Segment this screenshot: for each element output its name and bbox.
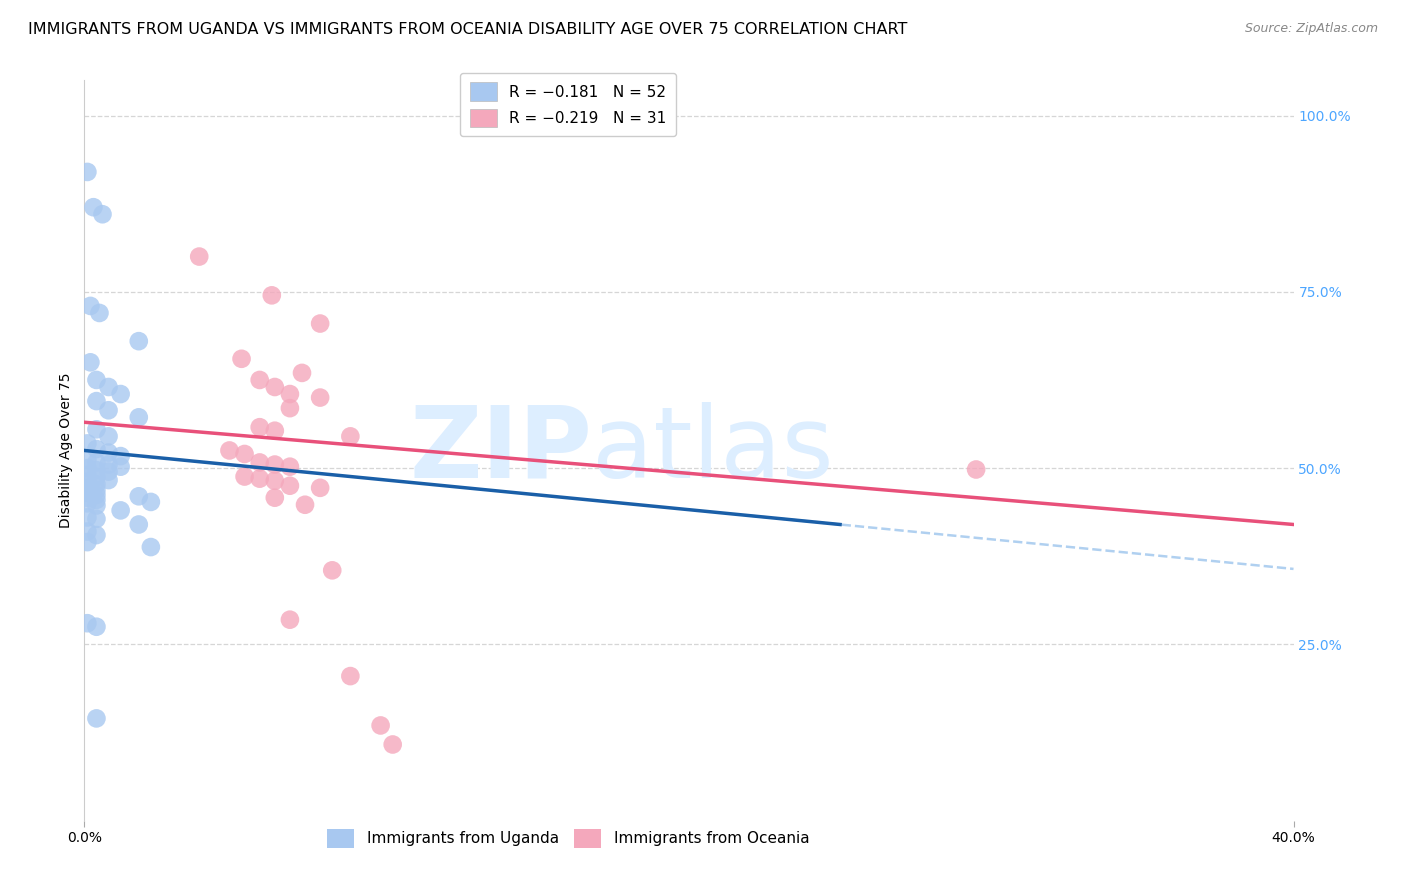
- Point: [76, 165, 98, 179]
- Point: [86, 422, 108, 436]
- Point: [339, 669, 361, 683]
- Point: [86, 455, 108, 469]
- Point: [233, 447, 256, 461]
- Point: [76, 485, 98, 500]
- Point: [97, 429, 120, 443]
- Point: [278, 387, 301, 401]
- Point: [86, 499, 108, 513]
- Point: [79, 299, 101, 313]
- Text: Source: ZipAtlas.com: Source: ZipAtlas.com: [1244, 22, 1378, 36]
- Point: [86, 620, 108, 634]
- Point: [278, 401, 301, 416]
- Point: [91, 207, 114, 221]
- Point: [97, 380, 120, 394]
- Point: [249, 420, 271, 434]
- Point: [231, 351, 253, 366]
- Point: [97, 458, 120, 472]
- Point: [76, 535, 98, 549]
- Point: [89, 306, 111, 320]
- Point: [339, 429, 361, 443]
- Point: [263, 380, 285, 394]
- Point: [86, 477, 108, 491]
- Point: [86, 488, 108, 502]
- Point: [263, 424, 285, 438]
- Point: [97, 465, 120, 479]
- Point: [139, 495, 162, 509]
- Point: [97, 445, 120, 459]
- Y-axis label: Disability Age Over 75: Disability Age Over 75: [59, 373, 73, 528]
- Point: [82, 200, 104, 214]
- Text: IMMIGRANTS FROM UGANDA VS IMMIGRANTS FROM OCEANIA DISABILITY AGE OVER 75 CORRELA: IMMIGRANTS FROM UGANDA VS IMMIGRANTS FRO…: [28, 22, 907, 37]
- Point: [188, 250, 211, 264]
- Point: [294, 498, 316, 512]
- Point: [110, 449, 132, 463]
- Point: [263, 474, 285, 488]
- Point: [291, 366, 314, 380]
- Point: [86, 463, 108, 477]
- Point: [128, 489, 150, 503]
- Point: [110, 503, 132, 517]
- Point: [76, 475, 98, 490]
- Legend: Immigrants from Uganda, Immigrants from Oceania: Immigrants from Uganda, Immigrants from …: [321, 822, 815, 854]
- Point: [86, 512, 108, 526]
- Point: [139, 540, 162, 554]
- Point: [76, 436, 98, 450]
- Point: [76, 491, 98, 505]
- Point: [309, 481, 332, 495]
- Point: [86, 483, 108, 497]
- Point: [86, 373, 108, 387]
- Point: [128, 334, 150, 348]
- Point: [309, 391, 332, 405]
- Point: [86, 528, 108, 542]
- Point: [86, 492, 108, 507]
- Point: [76, 496, 98, 510]
- Point: [309, 317, 332, 331]
- Text: ZIP: ZIP: [409, 402, 592, 499]
- Point: [260, 288, 283, 302]
- Point: [263, 491, 285, 505]
- Point: [79, 355, 101, 369]
- Point: [86, 394, 108, 409]
- Point: [321, 563, 343, 577]
- Point: [381, 738, 404, 752]
- Text: atlas: atlas: [592, 402, 834, 499]
- Point: [86, 470, 108, 484]
- Point: [218, 443, 240, 458]
- Point: [76, 461, 98, 475]
- Point: [965, 462, 987, 476]
- Point: [97, 473, 120, 487]
- Point: [278, 459, 301, 474]
- Point: [97, 403, 120, 417]
- Point: [76, 452, 98, 467]
- Point: [278, 613, 301, 627]
- Point: [249, 455, 271, 469]
- Point: [128, 410, 150, 425]
- Point: [76, 510, 98, 524]
- Point: [86, 711, 108, 725]
- Point: [86, 442, 108, 456]
- Point: [128, 517, 150, 532]
- Point: [110, 387, 132, 401]
- Point: [263, 458, 285, 472]
- Point: [233, 469, 256, 483]
- Point: [76, 481, 98, 495]
- Point: [249, 373, 271, 387]
- Point: [76, 616, 98, 631]
- Point: [370, 718, 392, 732]
- Point: [110, 459, 132, 474]
- Point: [76, 524, 98, 539]
- Point: [278, 479, 301, 493]
- Point: [249, 472, 271, 486]
- Point: [76, 468, 98, 483]
